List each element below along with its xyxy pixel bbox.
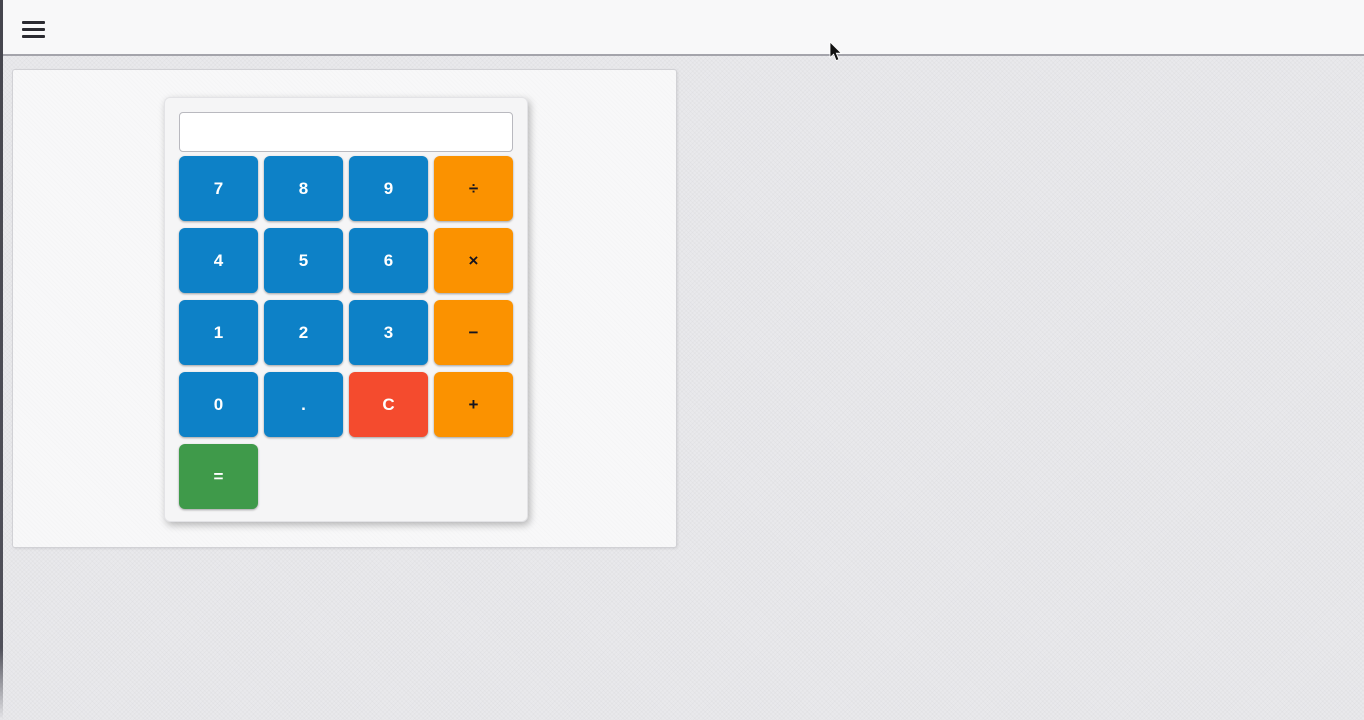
- hamburger-icon: [22, 34, 45, 38]
- key-9[interactable]: 9: [349, 156, 428, 221]
- hamburger-icon: [22, 27, 45, 31]
- content-panel: 7 8 9 ÷ 4 5 6 × 1 2 3 − 0 . C + =: [12, 69, 677, 548]
- top-bar: [2, 0, 1364, 56]
- menu-button[interactable]: [20, 17, 48, 41]
- key-decimal[interactable]: .: [264, 372, 343, 437]
- key-multiply[interactable]: ×: [434, 228, 513, 293]
- calculator-card: 7 8 9 ÷ 4 5 6 × 1 2 3 − 0 . C + =: [164, 97, 528, 522]
- key-6[interactable]: 6: [349, 228, 428, 293]
- key-5[interactable]: 5: [264, 228, 343, 293]
- key-subtract[interactable]: −: [434, 300, 513, 365]
- key-equals[interactable]: =: [179, 444, 258, 509]
- key-1[interactable]: 1: [179, 300, 258, 365]
- key-7[interactable]: 7: [179, 156, 258, 221]
- key-8[interactable]: 8: [264, 156, 343, 221]
- calculator-keypad: 7 8 9 ÷ 4 5 6 × 1 2 3 − 0 . C + =: [179, 156, 513, 509]
- window-left-edge: [0, 0, 3, 720]
- key-clear[interactable]: C: [349, 372, 428, 437]
- key-divide[interactable]: ÷: [434, 156, 513, 221]
- key-add[interactable]: +: [434, 372, 513, 437]
- hamburger-icon: [22, 20, 45, 24]
- calculator-display[interactable]: [179, 112, 513, 152]
- key-3[interactable]: 3: [349, 300, 428, 365]
- key-2[interactable]: 2: [264, 300, 343, 365]
- key-4[interactable]: 4: [179, 228, 258, 293]
- key-0[interactable]: 0: [179, 372, 258, 437]
